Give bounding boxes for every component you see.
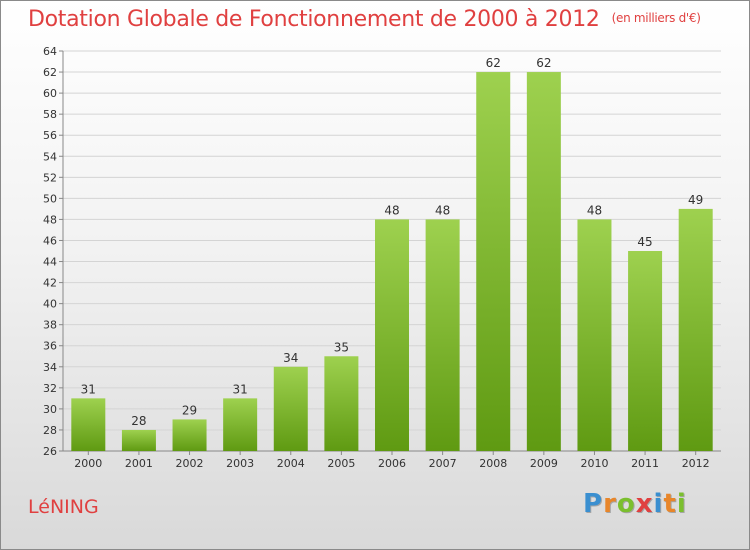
chart-subtitle: (en milliers d'€) xyxy=(611,11,701,25)
y-tick-label: 58 xyxy=(43,108,57,121)
y-tick-label: 36 xyxy=(43,340,57,353)
logo-letter: i xyxy=(653,489,664,519)
bar-2006 xyxy=(375,219,409,451)
y-tick-label: 54 xyxy=(43,150,57,163)
data-label-2002: 29 xyxy=(182,403,197,417)
x-tick-label-2010: 2010 xyxy=(580,457,608,470)
y-tick-label: 46 xyxy=(43,234,57,247)
x-tick-label-2007: 2007 xyxy=(429,457,457,470)
bar-2000 xyxy=(71,398,106,451)
bar-2003 xyxy=(223,398,258,451)
bar-2005 xyxy=(324,356,359,451)
y-tick-label: 40 xyxy=(43,298,57,311)
data-label-2008: 62 xyxy=(486,56,501,70)
y-tick-label: 50 xyxy=(43,192,57,205)
place-name: LéNING xyxy=(28,496,99,518)
logo-letter: t xyxy=(663,489,677,519)
x-tick-label-2009: 2009 xyxy=(530,457,558,470)
y-tick-label: 34 xyxy=(43,361,57,374)
proxiti-logo: Proxiti xyxy=(583,489,687,519)
logo-letter: o xyxy=(616,489,636,519)
data-label-2005: 35 xyxy=(334,340,349,354)
y-tick-label: 38 xyxy=(43,319,57,332)
chart-title: Dotation Globale de Fonctionnement de 20… xyxy=(28,7,701,32)
title-text: Dotation Globale de Fonctionnement de 20… xyxy=(28,7,600,32)
logo-letter: r xyxy=(603,489,617,519)
x-tick-label-2003: 2003 xyxy=(226,457,254,470)
x-tick-label-2008: 2008 xyxy=(479,457,507,470)
y-tick-label: 48 xyxy=(43,213,57,226)
logo-letter: i xyxy=(676,489,687,519)
data-label-2012: 49 xyxy=(688,193,703,207)
data-label-2003: 31 xyxy=(233,382,248,396)
x-tick-label-2000: 2000 xyxy=(74,457,102,470)
y-tick-label: 60 xyxy=(43,87,57,100)
y-tick-label: 42 xyxy=(43,277,57,290)
bar-2008 xyxy=(476,72,511,451)
bar-2010 xyxy=(577,219,612,451)
x-tick-label-2012: 2012 xyxy=(682,457,710,470)
data-label-2007: 48 xyxy=(435,203,450,217)
x-tick-label-2001: 2001 xyxy=(125,457,153,470)
y-tick-label: 44 xyxy=(43,256,57,269)
bar-2001 xyxy=(121,429,156,451)
bar-2004 xyxy=(273,366,308,451)
data-label-2001: 28 xyxy=(131,414,146,428)
x-tick-label-2006: 2006 xyxy=(378,457,406,470)
data-label-2009: 62 xyxy=(536,56,551,70)
y-tick-label: 52 xyxy=(43,171,57,184)
data-label-2006: 48 xyxy=(384,203,399,217)
y-tick-label: 62 xyxy=(43,66,57,79)
bar-2012 xyxy=(678,208,713,451)
data-label-2000: 31 xyxy=(81,382,96,396)
data-label-2004: 34 xyxy=(283,351,298,365)
y-tick-label: 30 xyxy=(43,403,57,416)
y-tick-label: 26 xyxy=(43,445,57,458)
bar-2009 xyxy=(526,72,561,451)
x-tick-label-2004: 2004 xyxy=(277,457,305,470)
bar-2011 xyxy=(628,251,663,451)
y-tick-label: 64 xyxy=(43,45,57,58)
y-tick-label: 32 xyxy=(43,382,57,395)
data-label-2010: 48 xyxy=(587,203,602,217)
bar-2007 xyxy=(425,219,460,451)
x-tick-label-2011: 2011 xyxy=(631,457,659,470)
y-tick-label: 56 xyxy=(43,129,57,142)
data-label-2011: 45 xyxy=(637,235,652,249)
x-tick-label-2002: 2002 xyxy=(176,457,204,470)
logo-letter: x xyxy=(635,489,654,519)
bar-2002 xyxy=(172,419,207,451)
x-tick-label-2005: 2005 xyxy=(327,457,355,470)
y-tick-label: 28 xyxy=(43,424,57,437)
logo-letter: P xyxy=(583,489,604,519)
